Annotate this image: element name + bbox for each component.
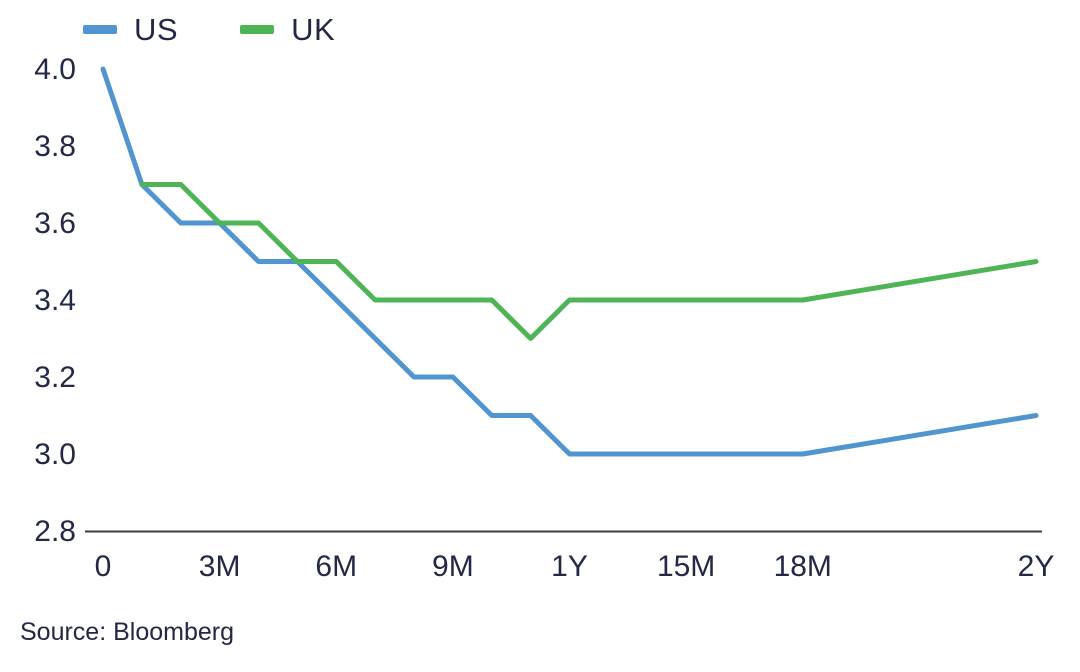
source-note: Source: Bloomberg	[20, 618, 235, 646]
us-series-line	[100, 66, 1039, 457]
legend-label-uk: UK	[291, 12, 336, 47]
x-axis-tick-label: 2Y	[1018, 550, 1055, 583]
x-axis-tick-label: 9M	[432, 550, 474, 583]
legend-item-uk: UK	[240, 14, 335, 45]
uk-line-swatch	[240, 25, 275, 34]
legend-item-us: US	[83, 14, 178, 45]
y-axis-tick-label: 4.0	[34, 53, 76, 86]
y-axis-tick-label: 3.0	[34, 438, 76, 471]
y-axis-tick-label: 3.4	[34, 284, 76, 317]
x-axis-tick-label: 0	[95, 550, 112, 583]
x-axis-tick-label: 18M	[774, 550, 832, 583]
x-axis-tick-label: 1Y	[551, 550, 588, 583]
y-axis-tick-label: 3.8	[34, 130, 76, 163]
us-line-swatch	[83, 25, 117, 34]
chart-legend: US UK	[83, 14, 335, 45]
x-axis-tick-label: 15M	[657, 550, 715, 583]
legend-label-us: US	[134, 12, 179, 47]
y-axis-tick-label: 3.6	[34, 207, 76, 240]
y-axis-tick-label: 3.2	[34, 361, 76, 394]
uk-series-line	[139, 182, 1039, 341]
y-axis-tick-label: 2.8	[34, 515, 76, 548]
x-axis-tick-label: 6M	[315, 550, 357, 583]
x-axis-tick-label: 3M	[199, 550, 241, 583]
line-chart-canvas: 4.0 3.8 3.6 3.4 3.2 3.0 2.8 0 3M 6M 9M 1Y 15M 18M 2Y	[34, 53, 1055, 583]
